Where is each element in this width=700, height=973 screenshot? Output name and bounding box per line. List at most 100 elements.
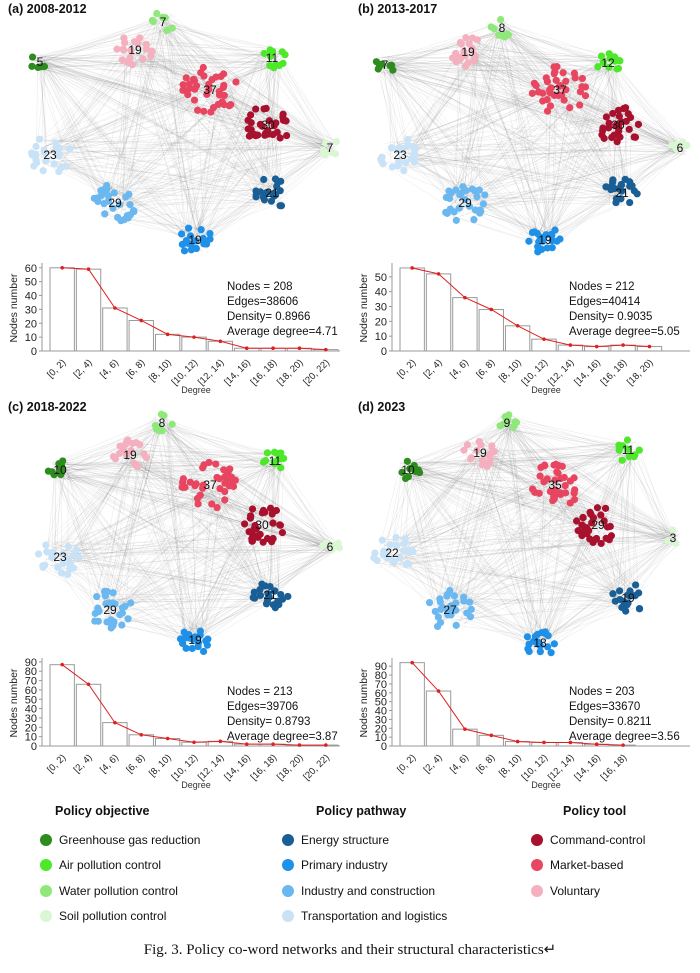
network-edge: [631, 445, 667, 532]
network-edge: [469, 455, 620, 460]
network-node: [395, 157, 403, 165]
network-edge: [483, 458, 618, 599]
network-edge: [227, 89, 280, 190]
network-edge: [146, 41, 265, 49]
network-node: [570, 69, 579, 77]
network-edge: [67, 476, 335, 549]
network-edge: [405, 461, 627, 587]
network-edge: [392, 42, 462, 68]
network-edge: [107, 30, 172, 189]
network-node: [33, 159, 41, 167]
network-node: [396, 144, 405, 152]
network-edge: [457, 25, 497, 196]
network-edge: [58, 465, 273, 515]
network-node: [579, 513, 587, 522]
network-edge: [465, 607, 532, 642]
network-edge: [379, 66, 543, 80]
x-tick-label: [16, 18): [599, 752, 630, 783]
network-edge: [412, 463, 590, 531]
network-edge: [44, 145, 329, 154]
trend-point: [542, 337, 546, 341]
legend-column-policy-objective: Policy objective Greenhouse gas reductio…: [40, 800, 200, 929]
network-edge: [53, 471, 267, 586]
network-edge: [457, 152, 677, 210]
network-node: [113, 45, 121, 53]
cluster-count-label: 21: [263, 588, 277, 602]
network-edge: [44, 65, 197, 250]
network-edge: [103, 51, 263, 193]
network-edge: [44, 64, 263, 164]
network-edge: [123, 590, 261, 604]
network-edge: [42, 56, 333, 144]
network-edge: [383, 71, 466, 202]
network-edge: [381, 459, 477, 543]
network-node: [411, 143, 419, 151]
cluster-command: 30: [240, 504, 287, 546]
network-node: [127, 599, 135, 607]
network-edge: [59, 461, 335, 554]
network-edge: [629, 144, 684, 191]
network-node: [159, 13, 167, 21]
network-edge: [450, 426, 508, 608]
network-edge: [59, 471, 106, 603]
network-node: [189, 75, 198, 83]
legend-item: Command-control: [531, 827, 645, 853]
network-edge: [168, 427, 195, 643]
network-node: [603, 523, 612, 531]
network-node: [262, 600, 271, 608]
network-node: [49, 548, 57, 557]
network-edge: [411, 468, 550, 639]
network-edge: [265, 517, 275, 592]
network-edge: [123, 56, 127, 210]
network-edge: [201, 118, 255, 244]
network-node: [608, 133, 616, 142]
network-edge: [141, 17, 163, 44]
network-edge: [186, 140, 324, 232]
legend-column-policy-tool: Policy tool Command-control Market-based…: [531, 800, 645, 904]
network-edge: [39, 64, 278, 139]
network-edge: [502, 24, 611, 198]
network-edge: [57, 420, 167, 555]
x-tick-label: [6, 8): [124, 752, 147, 775]
network-edge: [45, 133, 268, 159]
network-edge: [257, 49, 264, 111]
network-edge: [56, 106, 196, 171]
network-edge: [192, 132, 277, 245]
network-node: [270, 448, 279, 456]
network-edge: [114, 141, 326, 202]
network-edge: [55, 425, 160, 474]
network-edge: [456, 135, 618, 199]
network-node: [535, 489, 543, 497]
network-edge: [504, 423, 539, 637]
network-node: [153, 9, 161, 18]
legend-item: Voluntary: [531, 878, 645, 904]
network-node: [610, 185, 618, 193]
network-node: [616, 133, 624, 141]
cluster-transport: 23: [35, 541, 83, 578]
network-edge: [401, 85, 544, 167]
network-edge: [119, 519, 267, 612]
legend-dot-icon: [531, 884, 543, 897]
network-edge: [460, 43, 539, 240]
legend-dot-icon: [531, 833, 543, 846]
network-node: [247, 512, 255, 520]
network-node: [625, 453, 633, 461]
network-edge: [159, 29, 199, 252]
network-edge: [34, 16, 171, 62]
network-edge: [47, 146, 193, 237]
network-node: [539, 89, 547, 97]
network-edge: [45, 60, 278, 68]
network-node: [252, 193, 260, 201]
network-edge: [189, 465, 279, 631]
network-edge: [568, 68, 614, 93]
network-edge: [476, 49, 607, 59]
network-edge: [263, 64, 329, 151]
network-edge: [183, 100, 223, 236]
network-edge: [552, 55, 603, 230]
network-edge: [205, 490, 221, 638]
network-edge: [620, 448, 679, 541]
y-tick-label: 10: [25, 732, 37, 744]
network-node: [410, 158, 418, 166]
network-edge: [46, 549, 329, 554]
